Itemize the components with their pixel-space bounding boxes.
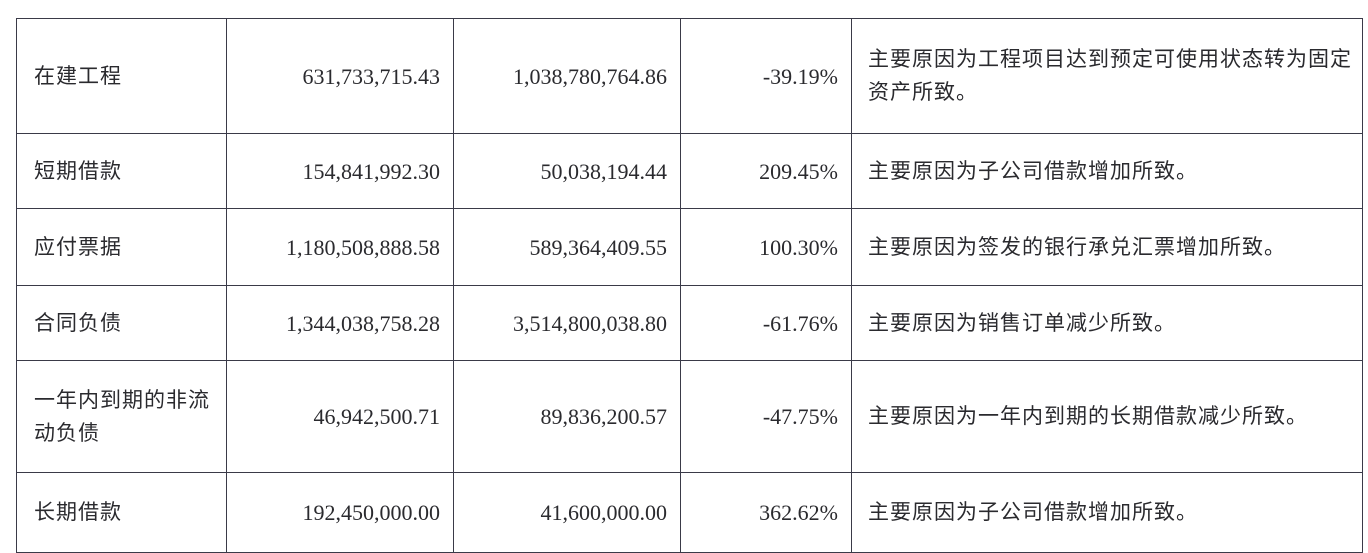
change-percent-cell: -61.76%	[680, 285, 852, 361]
current-amount-cell: 1,180,508,888.58	[226, 208, 454, 286]
previous-amount-cell: 1,038,780,764.86	[453, 18, 681, 134]
table-row: 应付票据 1,180,508,888.58 589,364,409.55 100…	[16, 208, 1363, 286]
reason-cell: 主要原因为签发的银行承兑汇票增加所致。	[851, 208, 1363, 286]
financial-change-table: 在建工程 631,733,715.43 1,038,780,764.86 -39…	[16, 18, 1363, 553]
current-amount-cell: 1,344,038,758.28	[226, 285, 454, 361]
reason-cell: 主要原因为子公司借款增加所致。	[851, 472, 1363, 553]
previous-amount-cell: 3,514,800,038.80	[453, 285, 681, 361]
change-percent-cell: -39.19%	[680, 18, 852, 134]
item-name-cell: 合同负债	[16, 285, 227, 361]
previous-amount-cell: 589,364,409.55	[453, 208, 681, 286]
item-name-cell: 一年内到期的非流动负债	[16, 360, 227, 473]
change-percent-cell: -47.75%	[680, 360, 852, 473]
current-amount-cell: 154,841,992.30	[226, 133, 454, 209]
item-name-cell: 短期借款	[16, 133, 227, 209]
previous-amount-cell: 41,600,000.00	[453, 472, 681, 553]
previous-amount-cell: 50,038,194.44	[453, 133, 681, 209]
reason-cell: 主要原因为一年内到期的长期借款减少所致。	[851, 360, 1363, 473]
item-name-cell: 长期借款	[16, 472, 227, 553]
change-percent-cell: 100.30%	[680, 208, 852, 286]
table-row: 在建工程 631,733,715.43 1,038,780,764.86 -39…	[16, 18, 1363, 134]
table-row: 短期借款 154,841,992.30 50,038,194.44 209.45…	[16, 133, 1363, 209]
reason-cell: 主要原因为子公司借款增加所致。	[851, 133, 1363, 209]
current-amount-cell: 46,942,500.71	[226, 360, 454, 473]
table-row: 一年内到期的非流动负债 46,942,500.71 89,836,200.57 …	[16, 360, 1363, 473]
change-percent-cell: 209.45%	[680, 133, 852, 209]
reason-cell: 主要原因为销售订单减少所致。	[851, 285, 1363, 361]
item-name-cell: 在建工程	[16, 18, 227, 134]
reason-cell: 主要原因为工程项目达到预定可使用状态转为固定资产所致。	[851, 18, 1363, 134]
table-row: 长期借款 192,450,000.00 41,600,000.00 362.62…	[16, 472, 1363, 553]
current-amount-cell: 192,450,000.00	[226, 472, 454, 553]
table-row: 合同负债 1,344,038,758.28 3,514,800,038.80 -…	[16, 285, 1363, 361]
item-name-cell: 应付票据	[16, 208, 227, 286]
previous-amount-cell: 89,836,200.57	[453, 360, 681, 473]
current-amount-cell: 631,733,715.43	[226, 18, 454, 134]
change-percent-cell: 362.62%	[680, 472, 852, 553]
